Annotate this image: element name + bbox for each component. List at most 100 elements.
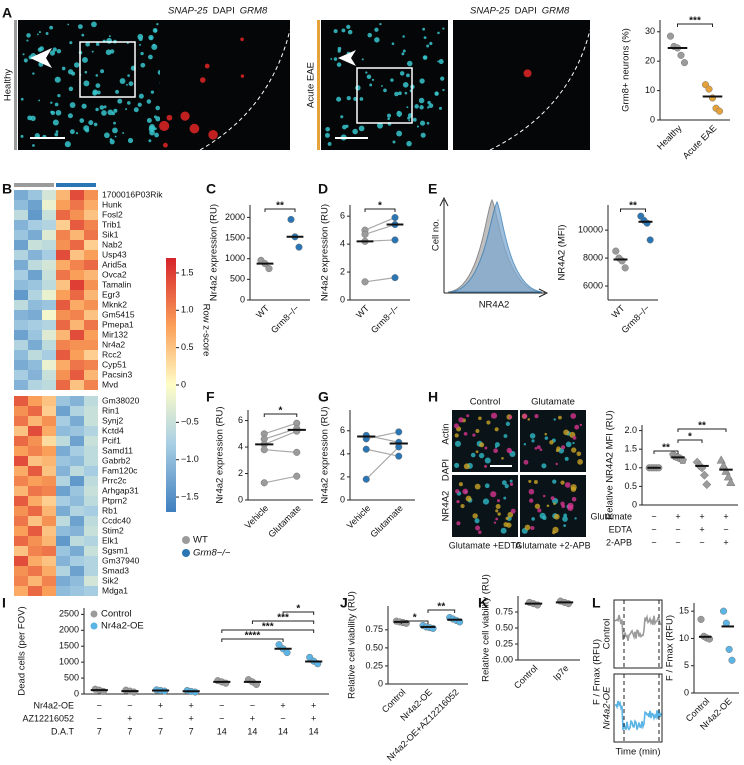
condition-value: − (250, 700, 255, 710)
heatmap-cell (28, 546, 42, 556)
panel-letter: H (428, 389, 438, 405)
trace-frame (613, 673, 663, 743)
micrograph-speck (103, 105, 107, 109)
micrograph-speck (146, 99, 152, 104)
micrograph-speck (112, 127, 118, 134)
micrograph-speck (574, 517, 577, 520)
micrograph-speck (73, 62, 80, 68)
heatmap-cell (28, 300, 42, 310)
heatmap-cell (28, 360, 42, 370)
significance-label: ** (437, 602, 445, 613)
heatmap-cell (28, 506, 42, 516)
micrograph-speck (542, 494, 546, 498)
heatmap-cell (56, 576, 70, 586)
micrograph-speck (474, 518, 480, 524)
heatmap-cell (70, 310, 84, 320)
heatmap-cell (42, 250, 56, 260)
significance-label: ** (662, 443, 670, 454)
y-tick-label: 4 (340, 448, 345, 458)
heatmap-cell (14, 446, 28, 456)
heatmap-cell (28, 330, 42, 340)
micrograph-speck (531, 439, 535, 443)
y-axis-label: Nr4a2 expression (RU) (215, 406, 226, 503)
micrograph-speck (109, 139, 115, 145)
micrograph-speck (440, 76, 445, 81)
heatmap-cell (28, 406, 42, 416)
y-tick-label: 0 (650, 114, 655, 124)
micrograph-speck (528, 479, 532, 483)
micrograph-speck (507, 511, 514, 518)
micrograph-speck (26, 33, 31, 38)
significance-bracket (620, 208, 646, 212)
data-point (391, 236, 399, 244)
inset-box (79, 41, 136, 98)
data-point (395, 443, 403, 451)
micrograph-speck (406, 73, 410, 78)
micrograph-speck (82, 57, 88, 63)
y-tick-label: 6 (340, 425, 345, 435)
micrograph-speck (531, 517, 535, 521)
column-label: Control (470, 397, 501, 408)
micrograph-speck (546, 504, 550, 508)
condition-value: + (699, 511, 704, 521)
condition-value: 14 (247, 726, 257, 736)
micrograph-speck (422, 27, 426, 31)
heatmap-cell (56, 380, 70, 390)
condition-name: EDTA (609, 524, 632, 534)
micrograph-speck (579, 423, 583, 427)
micrograph-speck (359, 97, 364, 101)
micrograph-speck (26, 39, 29, 42)
heatmap-cell (84, 270, 98, 280)
micrograph-speck (146, 117, 152, 123)
heatmap-cell (70, 446, 84, 456)
heatmap-cell (84, 496, 98, 506)
heatmap-cell (14, 496, 28, 506)
data-point (715, 107, 724, 115)
micrograph-speck (346, 95, 351, 101)
micrograph-speck (347, 29, 353, 35)
data-point (612, 247, 620, 255)
heatmap-cell (70, 360, 84, 370)
micrograph-speck (379, 22, 382, 26)
heatmap-cell (56, 360, 70, 370)
micrograph-speck (148, 54, 153, 60)
condition-name: Nr4a2-OE (33, 700, 74, 710)
condition-value: + (723, 537, 728, 547)
heatmap-cell (42, 300, 56, 310)
micrograph-speck (552, 530, 556, 535)
micrograph-speck (149, 36, 153, 40)
micrograph-speck (85, 41, 90, 47)
heatmap-cell (56, 406, 70, 416)
micrograph-speck (56, 48, 62, 54)
micrograph-speck (100, 69, 105, 74)
significance-bracket (263, 413, 298, 417)
heatmap-cell (56, 506, 70, 516)
heatmap-cell (56, 516, 70, 526)
heatmap-cell (84, 446, 98, 456)
micrograph-speck (500, 527, 507, 534)
heatmap-cell (42, 466, 56, 476)
heatmap-cell (28, 200, 42, 210)
panel-letter: F (206, 389, 215, 405)
micrograph-speck (550, 496, 555, 501)
gene-label: Mdga1 (102, 585, 128, 595)
heatmap-cell (14, 416, 28, 426)
micrograph-speck (148, 139, 152, 143)
micrograph-speck (556, 446, 561, 451)
micrograph-speck (159, 120, 170, 132)
micrograph-speck (508, 415, 513, 419)
arrowhead (338, 50, 356, 66)
micrograph-speck (355, 85, 361, 91)
row-label: Control (602, 619, 613, 650)
condition-value: + (311, 713, 316, 723)
micrograph-speck (109, 49, 115, 54)
gene-label: Ptprn2 (102, 495, 127, 505)
x-tick-label: WT (610, 303, 627, 320)
micrograph-speck (128, 81, 134, 87)
heatmap-cell (28, 456, 42, 466)
micrograph-speck (529, 433, 536, 439)
panel-letter: A (2, 5, 12, 21)
micrograph-speck (401, 52, 405, 56)
micrograph-speck (503, 496, 507, 500)
channel-label: GRM8 (542, 6, 570, 17)
